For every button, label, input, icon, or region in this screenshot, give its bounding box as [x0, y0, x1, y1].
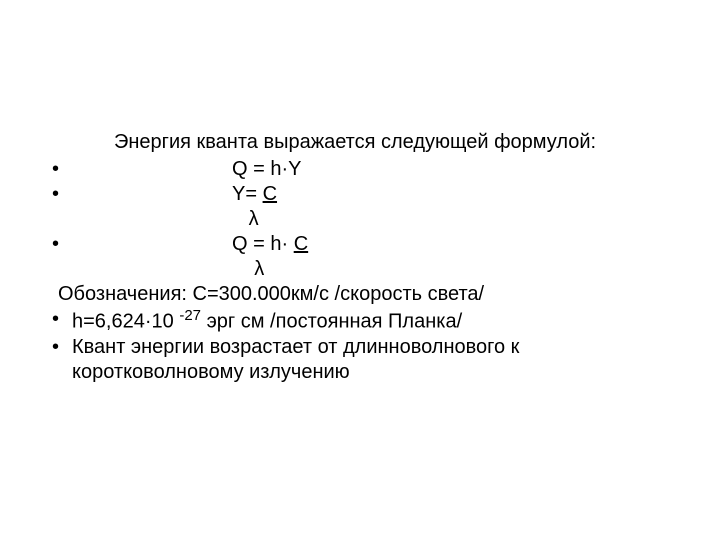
- equation-1-item: Q = h·Υ: [52, 157, 680, 182]
- quantum-energy-line: Квант энергии возрастает от длинноволнов…: [52, 335, 680, 385]
- equation-2-item: Υ= С: [52, 182, 680, 207]
- planck-post: эрг см /постоянная Планка/: [201, 311, 462, 333]
- planck-exponent: -27: [179, 307, 201, 324]
- equation-2-line1: Υ= С: [72, 182, 680, 207]
- planck-line: h=6,624·10 -27 эрг см /постоянная Планка…: [52, 307, 680, 335]
- eq3-numerator: С: [294, 233, 308, 255]
- equation-3-item: Q = h· С: [52, 232, 680, 257]
- content-list: Q = h·Υ Υ= С λ Q = h· С λ Обозначения: С…: [40, 157, 680, 385]
- notation-line: Обозначения: С=300.000км/с /скорость све…: [52, 282, 680, 307]
- slide-content: Энергия кванта выражается следующей форм…: [0, 0, 720, 540]
- eq3-left: Q = h·: [232, 233, 294, 255]
- equation-1: Q = h·Υ: [72, 157, 680, 182]
- equation-3-den-item: λ: [52, 257, 680, 282]
- equation-2-denominator: λ: [72, 207, 680, 232]
- eq2-left: Υ=: [232, 183, 263, 205]
- eq2-numerator: С: [263, 183, 277, 205]
- equation-3-line1: Q = h· С: [72, 232, 680, 257]
- equation-3-denominator: λ: [72, 257, 680, 282]
- intro-paragraph: Энергия кванта выражается следующей форм…: [72, 130, 680, 155]
- planck-pre: h=6,624·10: [72, 311, 179, 333]
- equation-2-den-item: λ: [52, 207, 680, 232]
